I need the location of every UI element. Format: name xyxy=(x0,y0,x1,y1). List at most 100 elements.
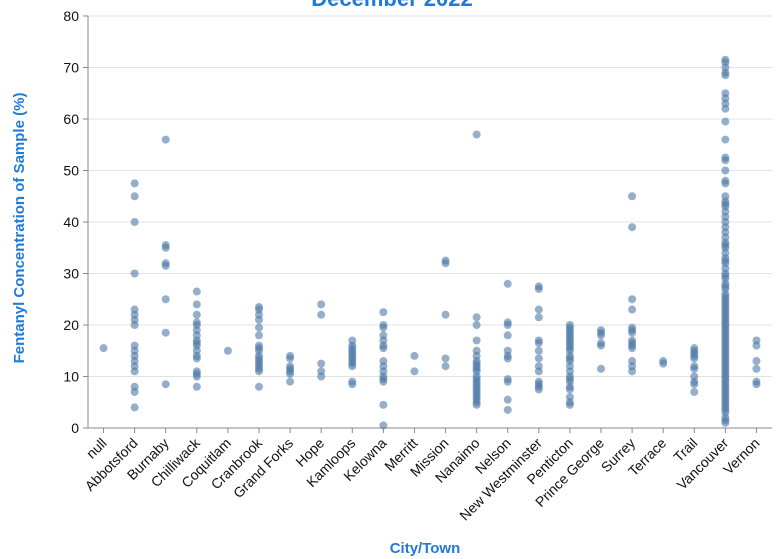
data-point xyxy=(472,400,481,409)
data-point xyxy=(286,369,295,378)
data-point xyxy=(628,367,637,376)
data-point xyxy=(130,321,139,329)
data-point xyxy=(317,372,326,381)
data-point xyxy=(503,395,512,404)
data-point xyxy=(130,367,139,376)
data-point xyxy=(317,310,326,319)
data-point xyxy=(130,192,139,201)
data-point xyxy=(690,364,699,373)
y-tick-label: 0 xyxy=(71,420,79,436)
data-point xyxy=(130,218,139,226)
y-tick-label: 40 xyxy=(63,214,79,230)
data-point xyxy=(690,387,699,396)
data-point xyxy=(534,385,543,394)
data-point xyxy=(503,377,512,386)
grid-lines xyxy=(88,15,772,429)
data-point xyxy=(690,380,699,389)
x-axis-title: City/Town xyxy=(390,540,461,557)
data-point xyxy=(628,328,637,337)
data-point xyxy=(255,315,263,324)
y-axis-title: Fentanyl Concentration of Sample (%) xyxy=(11,93,28,364)
data-point xyxy=(503,279,512,288)
data-point xyxy=(752,364,761,373)
y-tick-label: 20 xyxy=(63,317,79,333)
data-point xyxy=(192,287,201,296)
data-point xyxy=(255,331,263,340)
data-point xyxy=(255,382,263,391)
y-tick-label: 70 xyxy=(63,60,79,76)
data-point xyxy=(597,364,605,373)
data-point xyxy=(441,310,450,319)
data-point xyxy=(628,223,637,232)
data-point xyxy=(721,104,730,113)
data-point xyxy=(130,269,139,278)
y-tick-label: 10 xyxy=(63,369,79,385)
data-point xyxy=(379,400,388,409)
data-point xyxy=(161,380,170,389)
data-point xyxy=(721,156,730,165)
data-point xyxy=(348,362,357,371)
data-point xyxy=(503,321,512,329)
data-point xyxy=(534,305,543,314)
data-point xyxy=(161,295,170,304)
data-point xyxy=(255,367,263,376)
data-point xyxy=(161,261,170,270)
data-point xyxy=(161,328,170,337)
y-tick-label: 30 xyxy=(63,266,79,282)
data-point xyxy=(379,377,388,386)
data-point xyxy=(534,339,543,348)
data-point xyxy=(721,71,730,80)
data-point xyxy=(721,179,730,188)
data-point xyxy=(99,344,108,353)
data-point xyxy=(130,403,139,412)
data-point xyxy=(628,295,637,304)
data-point xyxy=(534,354,543,363)
data-point xyxy=(192,382,201,391)
data-point xyxy=(286,377,295,386)
data-point xyxy=(410,351,419,360)
data-point xyxy=(565,385,574,394)
data-point xyxy=(286,354,295,363)
data-point xyxy=(317,300,326,309)
data-point xyxy=(628,192,637,201)
data-point xyxy=(472,321,481,329)
data-point xyxy=(752,380,761,389)
data-point xyxy=(255,323,263,332)
data-point xyxy=(130,179,139,188)
data-point xyxy=(659,359,668,368)
data-point xyxy=(130,387,139,396)
data-point xyxy=(379,344,388,353)
y-tick-label: 80 xyxy=(63,8,79,24)
data-point xyxy=(721,135,730,144)
data-point xyxy=(441,362,450,371)
data-point xyxy=(752,357,761,366)
data-point xyxy=(503,354,512,363)
data-point xyxy=(441,259,450,268)
data-point xyxy=(410,367,419,376)
data-point xyxy=(192,310,201,319)
data-point xyxy=(379,421,388,430)
y-tick-label: 50 xyxy=(63,163,79,179)
data-point xyxy=(192,372,201,381)
data-point xyxy=(161,243,170,252)
data-point xyxy=(317,359,326,368)
data-point xyxy=(628,344,637,353)
data-point xyxy=(628,305,637,314)
y-tick-label: 60 xyxy=(63,111,79,127)
data-point xyxy=(348,380,357,389)
data-point xyxy=(690,354,699,363)
data-point xyxy=(721,418,730,427)
data-point xyxy=(441,354,450,363)
data-point xyxy=(161,135,170,144)
data-point xyxy=(472,313,481,322)
data-point xyxy=(472,336,481,345)
data-point xyxy=(379,308,388,317)
data-points xyxy=(99,55,761,430)
chart-title: December 2022 xyxy=(311,0,472,11)
data-point xyxy=(503,331,512,340)
data-point xyxy=(721,166,730,175)
data-point xyxy=(534,313,543,322)
data-point xyxy=(192,354,201,363)
data-point xyxy=(565,400,574,409)
